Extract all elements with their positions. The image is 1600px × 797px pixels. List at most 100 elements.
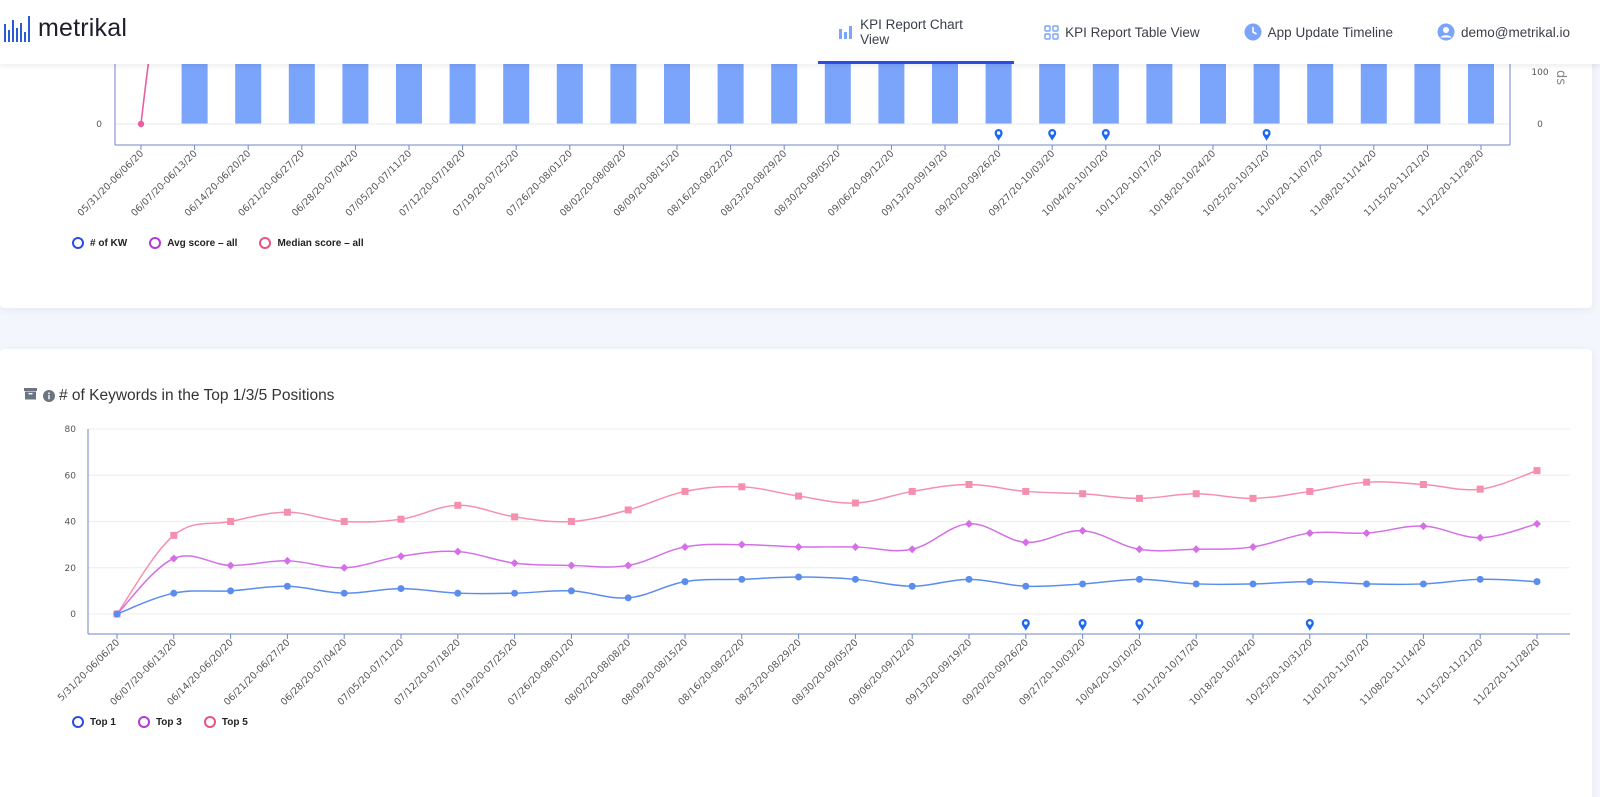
- clock-icon: [1244, 23, 1262, 41]
- data-point: [794, 542, 803, 551]
- legend-item-top5[interactable]: Top 5: [203, 716, 248, 728]
- y-tick-label: 0: [96, 120, 102, 130]
- logo-text: metrikal: [38, 14, 128, 42]
- data-point: [340, 563, 349, 572]
- data-point: [453, 547, 462, 556]
- info-icon[interactable]: [43, 390, 55, 402]
- data-point: [681, 487, 689, 495]
- update-marker-icon: [1101, 129, 1110, 141]
- y-tick-label: 60: [65, 471, 77, 481]
- data-point: [1078, 526, 1087, 535]
- top-positions-chart-card: # of Keywords in the Top 1/3/5 Positions…: [0, 349, 1592, 797]
- data-point: [851, 542, 860, 551]
- data-point: [283, 556, 292, 565]
- data-point: [340, 589, 348, 597]
- data-point: [1533, 578, 1541, 586]
- data-point: [1533, 467, 1541, 475]
- data-point: [1021, 538, 1030, 547]
- update-marker-icon: [1078, 619, 1087, 631]
- update-marker-icon: [1048, 129, 1057, 141]
- median-score-point: [137, 120, 145, 128]
- right-y-tick-label: 0: [1537, 120, 1543, 130]
- data-point: [624, 506, 632, 514]
- median-score-line: [140, 40, 153, 125]
- legend-item-top1[interactable]: Top 1: [72, 716, 116, 728]
- data-point: [795, 492, 803, 500]
- chart-title: # of Keywords in the Top 1/3/5 Positions: [59, 387, 335, 404]
- data-point: [283, 582, 291, 590]
- legend-item-num-kw[interactable]: # of KW: [72, 237, 127, 249]
- series-line-top1: [116, 576, 1538, 615]
- legend-item-avg-score[interactable]: Avg score – all: [149, 237, 237, 249]
- data-point: [681, 578, 689, 586]
- data-point: [567, 587, 575, 595]
- data-point: [681, 542, 689, 551]
- y-tick-label: 40: [65, 518, 77, 528]
- data-point: [1476, 485, 1484, 493]
- archive-icon[interactable]: [24, 387, 37, 405]
- data-point: [1135, 494, 1143, 502]
- right-y-tick-label: 100: [1531, 68, 1548, 78]
- data-point: [624, 561, 633, 570]
- data-point: [965, 519, 973, 528]
- data-point: [1192, 545, 1201, 554]
- nav-kpi-table-view[interactable]: KPI Report Table View: [1022, 0, 1222, 64]
- legend-item-top3[interactable]: Top 3: [137, 716, 182, 728]
- data-point: [227, 587, 235, 595]
- data-point: [851, 575, 859, 583]
- data-point: [397, 515, 405, 523]
- legend-dot: [149, 237, 162, 249]
- data-point: [227, 518, 235, 525]
- data-point: [1079, 580, 1087, 588]
- nav-user-email: demo@metrikal.io: [1461, 24, 1570, 40]
- data-point: [226, 561, 235, 570]
- nav-menu: KPI Report Chart View KPI Report Table V…: [818, 0, 1600, 64]
- nav-user-account[interactable]: demo@metrikal.io: [1415, 0, 1600, 64]
- legend-item-median-score[interactable]: Median score – all: [259, 237, 364, 249]
- data-point: [1419, 580, 1427, 588]
- data-point: [738, 483, 746, 491]
- data-point: [1192, 490, 1200, 498]
- data-point: [1022, 487, 1030, 495]
- data-point: [1476, 575, 1484, 583]
- right-axis-title: ds: [1553, 70, 1568, 85]
- kpi-score-legend: # of KW Avg score – all Median score – a…: [72, 237, 364, 249]
- data-point: [1079, 490, 1087, 498]
- legend-dot: [72, 237, 84, 249]
- data-point: [511, 589, 519, 597]
- update-marker-icon: [1135, 619, 1144, 631]
- data-point: [851, 499, 859, 507]
- series-line-top3: [116, 523, 1538, 615]
- bar-chart-icon: [838, 25, 854, 39]
- data-point: [397, 585, 405, 593]
- legend-dot: [137, 716, 150, 728]
- nav-kpi-chart-view[interactable]: KPI Report Chart View: [818, 0, 1015, 64]
- data-point: [454, 501, 462, 509]
- top-navbar: metrikal KPI Report Chart View KPI Repor…: [0, 0, 1600, 64]
- grid-icon: [1044, 24, 1059, 40]
- data-point: [1249, 494, 1257, 502]
- data-point: [1419, 481, 1427, 488]
- legend-dot: [259, 237, 272, 249]
- y-tick-label: 80: [65, 425, 77, 435]
- user-icon: [1437, 23, 1455, 41]
- x-tick-label: 5/31/20-06/06/20: [56, 637, 122, 703]
- data-point: [1476, 533, 1485, 542]
- metrikal-logo[interactable]: metrikal: [4, 12, 127, 42]
- data-point: [1022, 582, 1030, 590]
- kpi-score-chart-card: 0 100 0 ds 05/31/20-06/06/20 06/07/20-06/13/…: [0, 40, 1592, 308]
- data-point: [567, 518, 575, 525]
- data-point: [965, 575, 973, 583]
- data-point: [511, 513, 519, 521]
- nav-app-update-timeline[interactable]: App Update Timeline: [1222, 0, 1415, 64]
- data-point: [965, 481, 973, 488]
- legend-dot: [203, 716, 216, 728]
- data-point: [908, 582, 916, 590]
- top-positions-legend: Top 1 Top 3 Top 5: [72, 716, 248, 728]
- data-point: [510, 559, 519, 568]
- nav-app-update-timeline-label: App Update Timeline: [1267, 24, 1393, 40]
- data-point: [113, 610, 121, 618]
- data-point: [397, 552, 405, 561]
